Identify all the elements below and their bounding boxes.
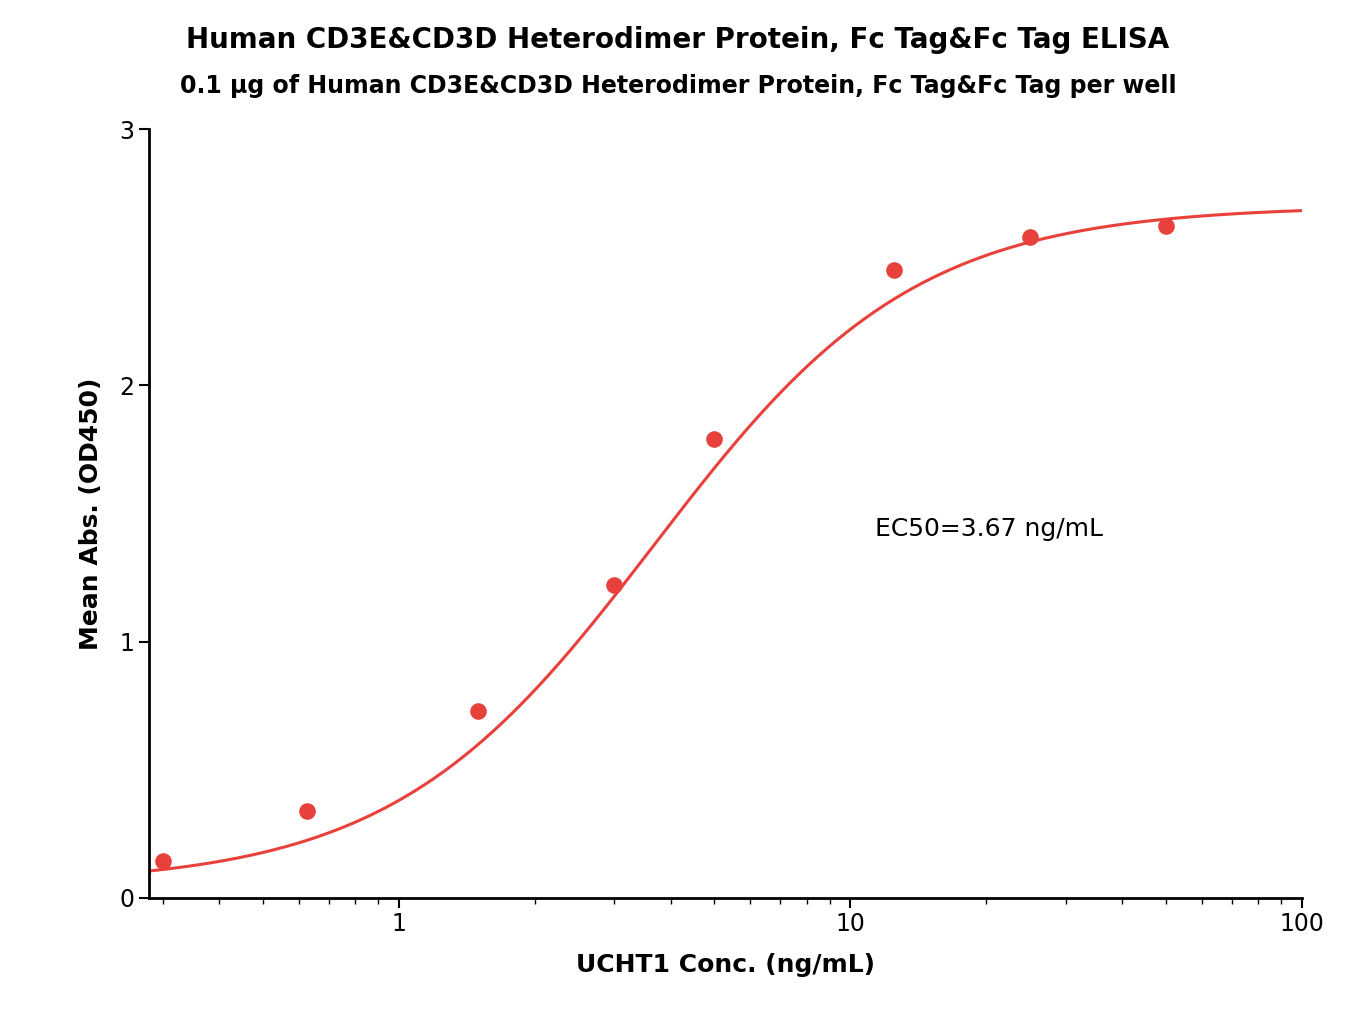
Point — [603, 577, 625, 593]
Point — [704, 430, 725, 447]
Text: EC50=3.67 ng/mL: EC50=3.67 ng/mL — [876, 517, 1104, 541]
Y-axis label: Mean Abs. (OD450): Mean Abs. (OD450) — [79, 378, 103, 649]
Point — [1155, 218, 1177, 234]
Text: Human CD3E&CD3D Heterodimer Protein, Fc Tag&Fc Tag ELISA: Human CD3E&CD3D Heterodimer Protein, Fc … — [186, 26, 1170, 54]
Text: 0.1 μg of Human CD3E&CD3D Heterodimer Protein, Fc Tag&Fc Tag per well: 0.1 μg of Human CD3E&CD3D Heterodimer Pr… — [180, 74, 1176, 98]
X-axis label: UCHT1 Conc. (ng/mL): UCHT1 Conc. (ng/mL) — [576, 954, 875, 977]
Point — [152, 852, 174, 869]
Point — [883, 262, 904, 279]
Point — [468, 703, 490, 719]
Point — [296, 803, 317, 819]
Point — [1020, 228, 1041, 245]
